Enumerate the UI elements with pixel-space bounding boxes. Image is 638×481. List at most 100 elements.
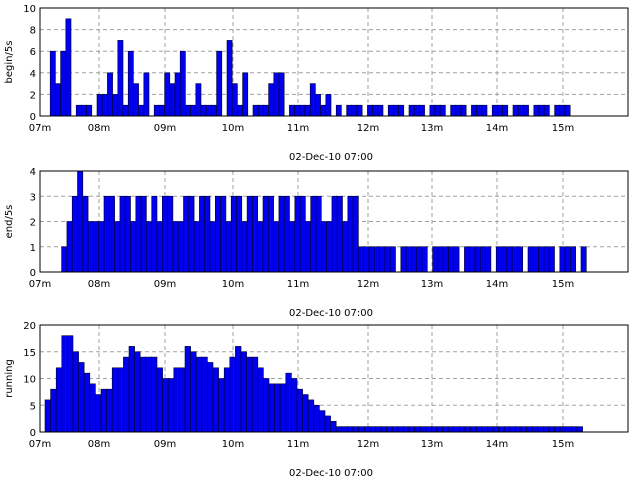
bar (190, 104, 197, 117)
bar (346, 104, 353, 117)
x-tick-label: 08m (88, 123, 110, 134)
bar (517, 104, 524, 117)
bar (179, 367, 186, 433)
bar (199, 195, 205, 273)
bar (257, 367, 264, 433)
bar (146, 221, 152, 273)
bar (98, 221, 105, 273)
bar (533, 104, 540, 117)
bar (576, 426, 583, 433)
bar (299, 195, 306, 273)
x-axis-label: 02-Dec-10 07:00 (289, 468, 373, 477)
x-tick-label: 15m (552, 279, 574, 290)
bar (305, 221, 311, 273)
bar (75, 104, 82, 117)
bar (251, 356, 259, 433)
x-tick-label: 12m (357, 123, 379, 134)
bar (55, 83, 61, 117)
bar (548, 246, 555, 273)
y-tick-label: 3 (30, 192, 36, 203)
y-tick-label: 15 (23, 348, 36, 359)
bar (408, 104, 415, 117)
bar (220, 195, 227, 273)
bar (403, 426, 410, 433)
bar (442, 246, 449, 273)
bar (201, 356, 208, 433)
bar (285, 372, 292, 433)
bar (257, 104, 264, 117)
bar (375, 426, 382, 433)
bar (527, 246, 534, 273)
bar (240, 351, 247, 433)
bar (425, 426, 432, 433)
bar (405, 246, 412, 273)
x-axis-label: 02-Dec-10 07:00 (289, 152, 373, 163)
bar (209, 221, 216, 273)
x-axis-label: 02-Dec-10 07:00 (289, 308, 373, 319)
bar (398, 104, 405, 117)
y-tick-label: 4 (30, 167, 36, 178)
bar (515, 426, 522, 433)
bar (564, 246, 571, 273)
bar (501, 246, 508, 273)
bar (436, 426, 443, 433)
bar (342, 221, 349, 273)
bar (283, 195, 290, 273)
bar (117, 367, 124, 433)
bar (78, 362, 85, 433)
x-tick-label: 10m (222, 123, 244, 134)
bar (548, 426, 555, 433)
bar (442, 426, 449, 433)
bar (373, 246, 380, 273)
bar (112, 94, 119, 117)
bar (138, 104, 145, 117)
bar (455, 104, 462, 117)
bar (241, 221, 248, 273)
bar (291, 378, 298, 433)
bar (377, 104, 384, 117)
x-tick-label: 12m (357, 439, 379, 450)
bar (237, 104, 243, 117)
bar (299, 104, 306, 117)
bar (195, 356, 203, 433)
y-tick-label: 5 (30, 401, 36, 412)
bar (226, 40, 233, 117)
bar (223, 367, 231, 433)
bar (341, 426, 348, 433)
x-tick-label: 11m (287, 279, 309, 290)
bar (252, 104, 259, 117)
bar (526, 426, 533, 433)
bar (229, 356, 236, 433)
plot-border (39, 324, 629, 433)
bar (554, 104, 561, 117)
bar (384, 246, 391, 273)
bar (487, 426, 494, 433)
x-tick-label: 07m (29, 439, 51, 450)
bar (512, 104, 519, 117)
bar (537, 426, 544, 433)
bar (252, 195, 258, 273)
y-tick-label: 2 (30, 218, 36, 229)
bar (109, 195, 115, 273)
bar (262, 195, 269, 273)
bar (369, 426, 376, 433)
bar (231, 83, 238, 117)
x-tick-label: 15m (552, 123, 574, 134)
bar (153, 104, 160, 117)
bar (236, 195, 243, 273)
bar (559, 246, 566, 273)
bar (257, 221, 264, 273)
bar (114, 221, 121, 273)
bar (408, 426, 415, 433)
bar (389, 246, 396, 273)
bar (511, 246, 518, 273)
bar (565, 426, 572, 433)
bar (156, 221, 163, 273)
bar (164, 72, 171, 117)
bar (495, 246, 502, 273)
bar (411, 246, 417, 273)
bar (315, 94, 321, 117)
bar (50, 388, 57, 433)
bar (82, 195, 89, 273)
bar (167, 195, 174, 273)
